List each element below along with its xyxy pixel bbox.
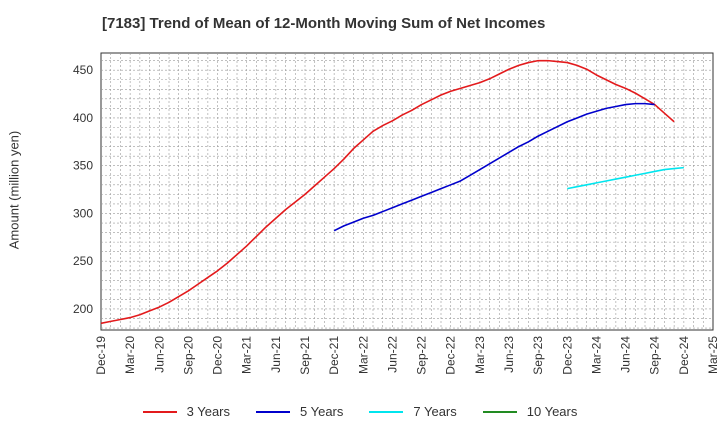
x-tick-label: Jun-22	[385, 336, 399, 373]
x-tick-label: Dec-20	[211, 336, 225, 375]
x-tick-label: Jun-23	[502, 336, 516, 373]
x-tick-label: Dec-22	[444, 336, 458, 375]
legend-swatch	[142, 410, 177, 413]
x-tick-label: Mar-20	[123, 336, 137, 374]
legend-swatch	[369, 410, 404, 413]
legend: 3 Years 5 Years 7 Years 10 Years	[0, 404, 720, 419]
legend-item-3-years: 3 Years	[142, 404, 230, 419]
x-tick-label: Sep-21	[298, 336, 312, 375]
x-tick-label: Dec-19	[94, 336, 108, 375]
legend-item-7-years: 7 Years	[369, 404, 457, 419]
x-tick-label: Jun-21	[269, 336, 283, 373]
x-tick-label: Dec-21	[327, 336, 341, 375]
y-tick-labels: 200 250 300 350 400 450	[73, 63, 93, 316]
x-tick-label: Jun-24	[619, 336, 633, 373]
y-tick-label: 200	[73, 302, 93, 316]
legend-item-10-years: 10 Years	[482, 404, 578, 419]
x-tick-label: Sep-20	[181, 336, 195, 375]
series-line-3-years	[100, 59, 675, 325]
x-tick-label: Dec-24	[677, 336, 691, 375]
series-line-5-years	[333, 102, 655, 232]
legend-item-5-years: 5 Years	[256, 404, 343, 419]
x-tick-label: Sep-24	[648, 336, 662, 375]
x-tick-label: Jun-20	[152, 336, 166, 373]
y-tick-label: 350	[73, 159, 93, 173]
legend-label: 7 Years	[413, 404, 457, 419]
y-tick-label: 250	[73, 254, 93, 268]
chart-title: [7183] Trend of Mean of 12-Month Moving …	[102, 15, 546, 32]
x-tick-label: Mar-21	[240, 336, 254, 374]
legend-label: 10 Years	[526, 404, 578, 419]
y-tick-label: 400	[73, 111, 93, 125]
x-tick-label: Mar-24	[589, 336, 603, 374]
y-tick-label: 300	[73, 206, 93, 220]
legend-swatch	[482, 410, 517, 413]
x-tick-label: Mar-23	[473, 336, 487, 374]
x-tick-label: Sep-22	[415, 336, 429, 375]
legend-label: 5 Years	[300, 404, 344, 419]
legend-swatch	[256, 410, 290, 413]
y-tick-label: 450	[73, 63, 93, 77]
x-tick-label: Sep-23	[531, 336, 545, 375]
plot-area	[100, 52, 714, 331]
x-tick-label: Dec-23	[560, 336, 574, 375]
series-lines	[100, 59, 684, 325]
legend-label: 3 Years	[186, 404, 230, 419]
x-tick-labels: Dec-19 Mar-20 Jun-20 Sep-20 Dec-20 Mar-21 Jun-…	[94, 336, 720, 375]
series-line-7-years	[567, 166, 684, 190]
x-tick-label: Mar-25	[706, 336, 720, 374]
x-tick-label: Mar-22	[356, 336, 370, 374]
